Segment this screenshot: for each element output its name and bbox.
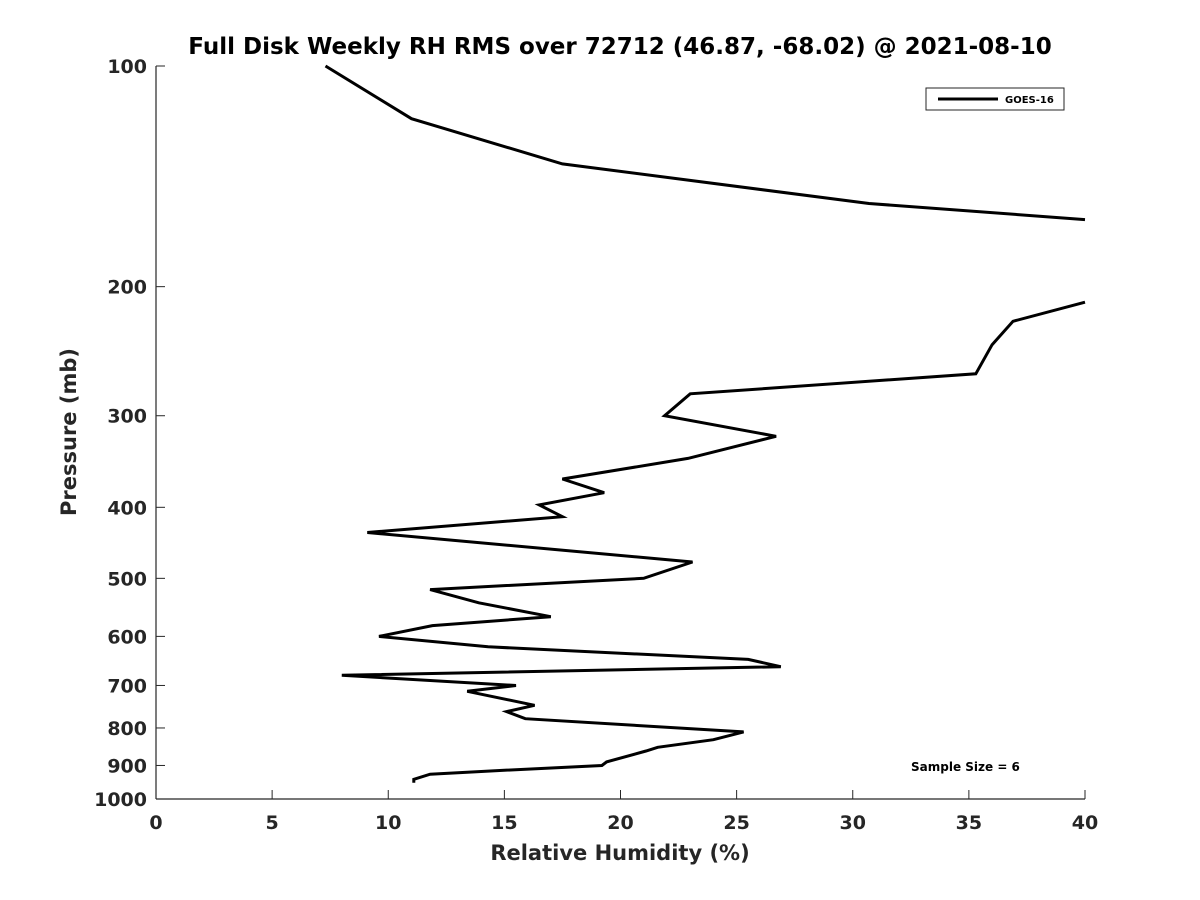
x-tick-label: 35 — [956, 812, 982, 834]
series-line-goes-16-segment-1 — [324, 64, 1086, 222]
x-tick-label: 0 — [149, 812, 162, 834]
x-tick-label: 5 — [266, 812, 279, 834]
y-tick-label: 900 — [107, 755, 147, 777]
plot-axes: 0 5 10 15 20 25 30 35 40 100 200 300 400 500 600 700 800… — [94, 56, 1098, 834]
y-tick-label: 600 — [107, 626, 147, 648]
x-axis-label: Relative Humidity (%) — [490, 841, 749, 865]
y-tick-label: 300 — [107, 406, 147, 428]
x-tick-label: 25 — [723, 812, 749, 834]
series-line-goes-16-segment-2 — [341, 300, 1086, 783]
chart-title: Full Disk Weekly RH RMS over 72712 (46.8… — [188, 34, 1051, 60]
x-tick-label: 20 — [607, 812, 633, 834]
y-tick-label: 700 — [107, 675, 147, 697]
y-tick-label: 200 — [107, 277, 147, 299]
x-tick-label: 40 — [1072, 812, 1098, 834]
y-tick-label: 100 — [107, 56, 147, 78]
plot-lines — [324, 64, 1086, 783]
sample-size-annotation: Sample Size = 6 — [911, 760, 1020, 774]
x-tick-label: 10 — [375, 812, 401, 834]
y-axis-label: Pressure (mb) — [57, 348, 81, 516]
legend-label-goes-16: GOES-16 — [1005, 95, 1054, 106]
y-tick-label: 800 — [107, 718, 147, 740]
x-tick-label: 30 — [840, 812, 866, 834]
x-tick-label: 15 — [491, 812, 517, 834]
y-tick-label: 1000 — [94, 789, 147, 811]
legend: GOES-16 — [925, 87, 1065, 111]
y-tick-label: 400 — [107, 497, 147, 519]
y-tick-label: 500 — [107, 568, 147, 590]
